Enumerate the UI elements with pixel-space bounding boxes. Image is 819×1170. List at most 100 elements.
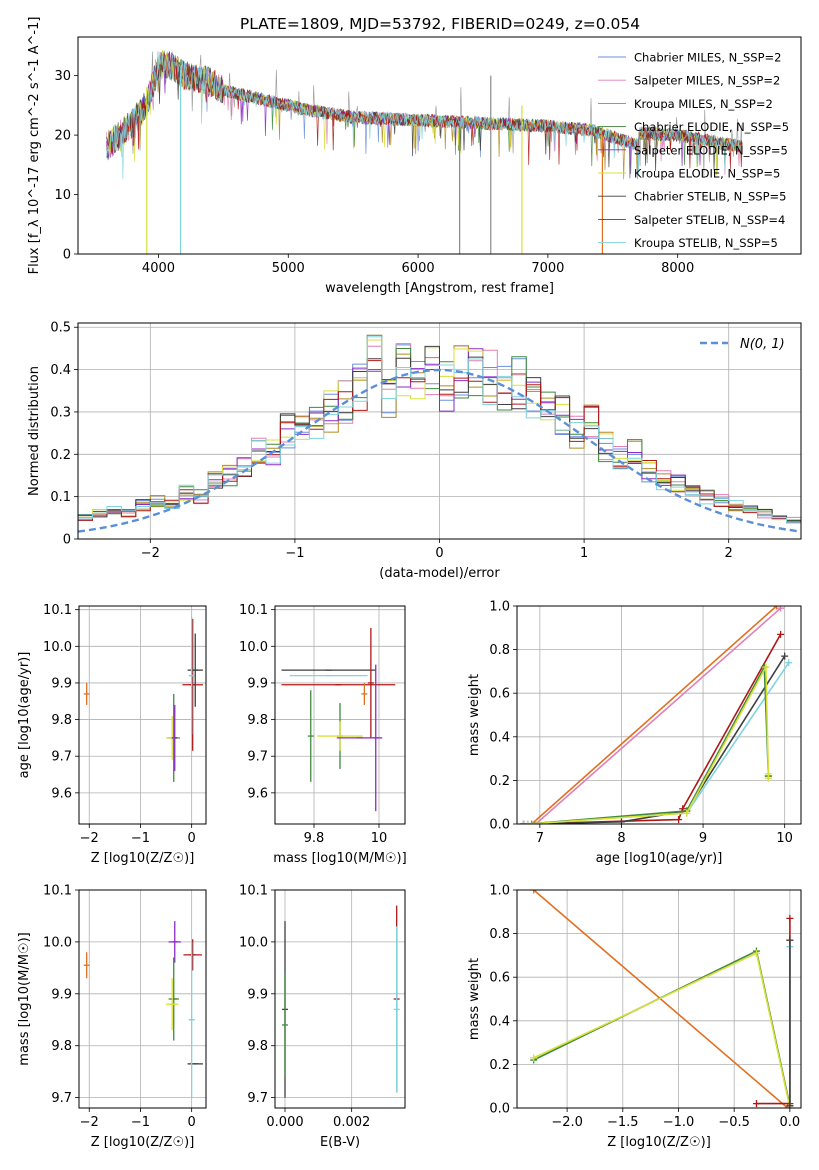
x-tick-label: 6000: [402, 261, 435, 276]
figure-title: PLATE=1809, MJD=53792, FIBERID=0249, z=0…: [240, 15, 640, 33]
legend-label: Kroupa ELODIE, N_SSP=5: [634, 167, 780, 181]
y-tick-label: 9.9: [247, 987, 268, 1002]
y-tick-label: 0.0: [489, 1102, 510, 1117]
weight-line: [533, 949, 791, 1106]
y-tick-label: 0.8: [489, 643, 510, 658]
weight-marker: [764, 774, 772, 782]
axes-age-vs-z: −2 −1 0 9.6 9.7 9.8 9.9 10.0 10.1 Z [log10(Z/Z☉)]…: [17, 603, 207, 866]
y-axis-label: Flux [f_λ 10^-17 erg cm^-2 s^-1 A^-1]: [27, 17, 42, 275]
y-tick-label: 9.7: [247, 1091, 268, 1106]
axes-frame: [77, 36, 802, 255]
y-tick-label: 9.8: [247, 1039, 268, 1054]
weight-marker: [773, 606, 781, 610]
x-axis-label: wavelength [Angstrom, rest frame]: [325, 281, 554, 296]
y-tick-label: 0.1: [50, 490, 71, 505]
spectrum-line: [106, 50, 743, 170]
y-tick-label: 10.0: [43, 640, 72, 655]
legend-label: Salpeter MILES, N_SSP=2: [634, 74, 780, 88]
y-tick-label: 10.1: [239, 884, 268, 899]
x-axis-label: Z [log10(Z/Z☉)]: [91, 1135, 195, 1150]
plot-content: [275, 890, 405, 1108]
x-tick-label: 10: [371, 831, 388, 846]
axes-spectrum: 4000 5000 6000 7000 8000 0 10 20 30 wavelength [A…: [27, 17, 802, 296]
y-tick-label: 10.1: [43, 603, 72, 618]
weight-marker: [786, 1102, 794, 1108]
x-tick-label: −1.5: [607, 1115, 639, 1130]
weight-line: [535, 607, 782, 824]
weight-marker: [532, 820, 540, 824]
weight-marker: [520, 820, 528, 824]
weight-marker: [675, 816, 683, 824]
x-tick-label: 8000: [661, 261, 694, 276]
x-axis-label: E(B-V): [320, 1135, 360, 1150]
axes-mass-vs-ebv: 0.000 0.002 9.7 9.8 9.9 10.0 10.1 E(B-V): [239, 884, 406, 1150]
x-tick-label: 2: [725, 546, 733, 561]
x-tick-label: −2.0: [551, 1115, 583, 1130]
legend-label: Salpeter STELIB, N_SSP=4: [634, 213, 785, 227]
weight-line: [756, 918, 791, 1105]
y-tick-label: 9.9: [247, 676, 268, 691]
spectrum-line: [106, 52, 743, 179]
y-tick-label: 9.7: [51, 750, 72, 765]
y-axis-label: Normed distribution: [27, 366, 42, 496]
legend-label: Chabrier MILES, N_SSP=2: [634, 51, 781, 65]
weight-marker: [786, 936, 794, 944]
axes-frame: [77, 322, 802, 540]
y-tick-label: 1.0: [489, 600, 510, 615]
x-tick-label: 0: [435, 546, 443, 561]
legend: N(0, 1): [700, 337, 785, 352]
legend-label: Chabrier STELIB, N_SSP=5: [634, 190, 786, 204]
x-axis-label: Z [log10(Z/Z☉)]: [607, 1135, 711, 1150]
weight-line: [527, 664, 770, 824]
x-tick-label: 9.8: [304, 831, 325, 846]
y-tick-label: 9.8: [51, 1039, 72, 1054]
axes-age-vs-mass: 9.8 10 9.6 9.7 9.8 9.9 10.0 10.1 mass [log10(M/M…: [239, 603, 407, 866]
y-tick-label: 9.6: [247, 786, 268, 801]
axes-frame: [274, 605, 406, 825]
axes-mass-weight-vs-z: −2.0 −1.5 −1.0 −0.5 0.0 0.0 0.2 0.4 0.6 0.8 1.0 Z […: [467, 884, 802, 1150]
y-tick-label: 0.6: [489, 971, 510, 986]
y-axis-label: mass [log10(M/M☉)]: [17, 932, 32, 1065]
plot-content: [106, 49, 743, 254]
x-tick-label: −1.0: [663, 1115, 695, 1130]
legend-label: Chabrier ELODIE, N_SSP=5: [634, 120, 789, 134]
weight-marker: [528, 820, 536, 824]
x-tick-label: 8: [617, 831, 625, 846]
x-tick-label: 9: [699, 831, 707, 846]
legend-label: Salpeter ELODIE, N_SSP=5: [634, 143, 788, 157]
x-tick-label: 0: [188, 831, 196, 846]
y-axis-label: mass weight: [467, 674, 482, 756]
plot-content: [517, 890, 801, 1108]
x-tick-label: 1: [580, 546, 588, 561]
y-axis-label: age [log10(age/yr)]: [17, 652, 32, 779]
y-tick-label: 10.0: [239, 935, 268, 950]
y-tick-label: 0.2: [489, 774, 510, 789]
weight-marker: [752, 1100, 760, 1108]
legend: Chabrier MILES, N_SSP=2 Salpeter MILES, N…: [598, 51, 789, 250]
axes-frame: [516, 605, 802, 825]
y-tick-label: 0: [63, 533, 71, 548]
weight-marker: [781, 652, 789, 660]
x-tick-label: −2: [80, 1115, 99, 1130]
weight-marker: [786, 914, 794, 922]
x-tick-label: 0.002: [333, 1115, 370, 1130]
weight-marker: [683, 809, 691, 817]
legend-label: Kroupa STELIB, N_SSP=5: [634, 236, 778, 250]
y-tick-label: 0.6: [489, 687, 510, 702]
y-tick-label: 10.1: [43, 884, 72, 899]
y-tick-label: 0.8: [489, 927, 510, 942]
x-tick-label: 4000: [142, 261, 175, 276]
y-tick-label: 0.4: [50, 363, 71, 378]
plot-content: [78, 323, 801, 539]
plot-content: [275, 606, 405, 824]
y-tick-label: 0.0: [489, 818, 510, 833]
weight-marker: [752, 949, 760, 957]
axes-mass-vs-z: −2 −1 0 9.7 9.8 9.9 10.0 10.1 Z [log10(Z/Z☉)] mas…: [17, 884, 207, 1150]
y-tick-label: 0.5: [50, 321, 71, 336]
y-tick-label: 10: [54, 188, 71, 203]
x-tick-label: 0.0: [780, 1115, 801, 1130]
y-tick-label: 30: [54, 69, 71, 84]
y-tick-label: 20: [54, 129, 71, 144]
x-tick-label: 0: [188, 1115, 196, 1130]
